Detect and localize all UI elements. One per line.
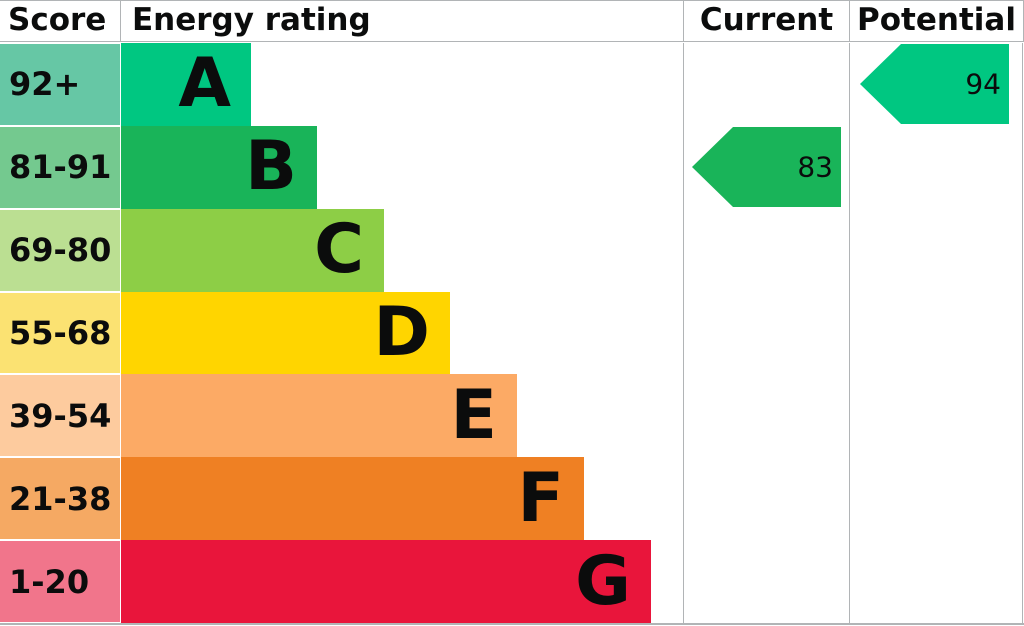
rating-letter: C bbox=[314, 210, 364, 290]
rating-bar-a: A bbox=[121, 43, 251, 126]
rating-bar-b: B bbox=[121, 125, 317, 209]
rating-bar-f: F bbox=[121, 457, 584, 541]
right-border-line bbox=[1022, 43, 1023, 625]
bottom-border-line bbox=[0, 623, 1024, 625]
rating-letter: B bbox=[245, 127, 297, 207]
rating-letter: A bbox=[178, 44, 231, 124]
rating-bar-e: E bbox=[121, 374, 517, 458]
header-energy-rating-label: Energy rating bbox=[132, 2, 371, 38]
rating-row-b: 81-91 B bbox=[0, 125, 1024, 209]
rating-bar-c: C bbox=[121, 208, 384, 292]
potential-rating-arrow: 94 bbox=[860, 44, 1009, 124]
potential-column-divider bbox=[849, 43, 850, 625]
current-rating-arrow: 83 bbox=[692, 127, 841, 207]
score-range-cell: 39-54 bbox=[0, 375, 120, 457]
rating-letter: D bbox=[373, 293, 430, 372]
header-score-label: Score bbox=[0, 1, 121, 41]
left-arrow-icon bbox=[860, 44, 1009, 124]
chart-header: Score Energy rating Current Potential bbox=[0, 1, 1024, 42]
rating-row-e: 39-54 E bbox=[0, 374, 1024, 458]
potential-score-value: 94 bbox=[965, 67, 1001, 101]
header-current-label: Current bbox=[683, 1, 849, 41]
score-range-cell: 69-80 bbox=[0, 209, 120, 291]
rating-row-c: 69-80 C bbox=[0, 208, 1024, 292]
current-score-value: 83 bbox=[797, 150, 833, 184]
score-range-cell: 21-38 bbox=[0, 458, 120, 540]
rating-letter: G bbox=[575, 541, 631, 621]
left-arrow-icon bbox=[692, 127, 841, 207]
score-range-cell: 55-68 bbox=[0, 292, 120, 374]
rating-row-a: 92+ A bbox=[0, 43, 1024, 126]
score-range-cell: 81-91 bbox=[0, 126, 120, 208]
rating-row-d: 55-68 D bbox=[0, 291, 1024, 375]
rating-letter: E bbox=[450, 375, 497, 455]
rating-row-f: 21-38 F bbox=[0, 457, 1024, 541]
current-column-divider bbox=[683, 43, 684, 625]
rating-bands: 92+ A 81-91 B 69-80 C 55-68 D 39-54 bbox=[0, 43, 1024, 624]
header-potential-label: Potential bbox=[849, 1, 1024, 41]
score-range-cell: 92+ bbox=[0, 44, 120, 125]
score-range-cell: 1-20 bbox=[0, 541, 120, 623]
rating-bar-d: D bbox=[121, 291, 450, 375]
rating-bar-g: G bbox=[121, 540, 651, 624]
rating-row-g: 1-20 G bbox=[0, 540, 1024, 624]
rating-letter: F bbox=[517, 458, 564, 538]
